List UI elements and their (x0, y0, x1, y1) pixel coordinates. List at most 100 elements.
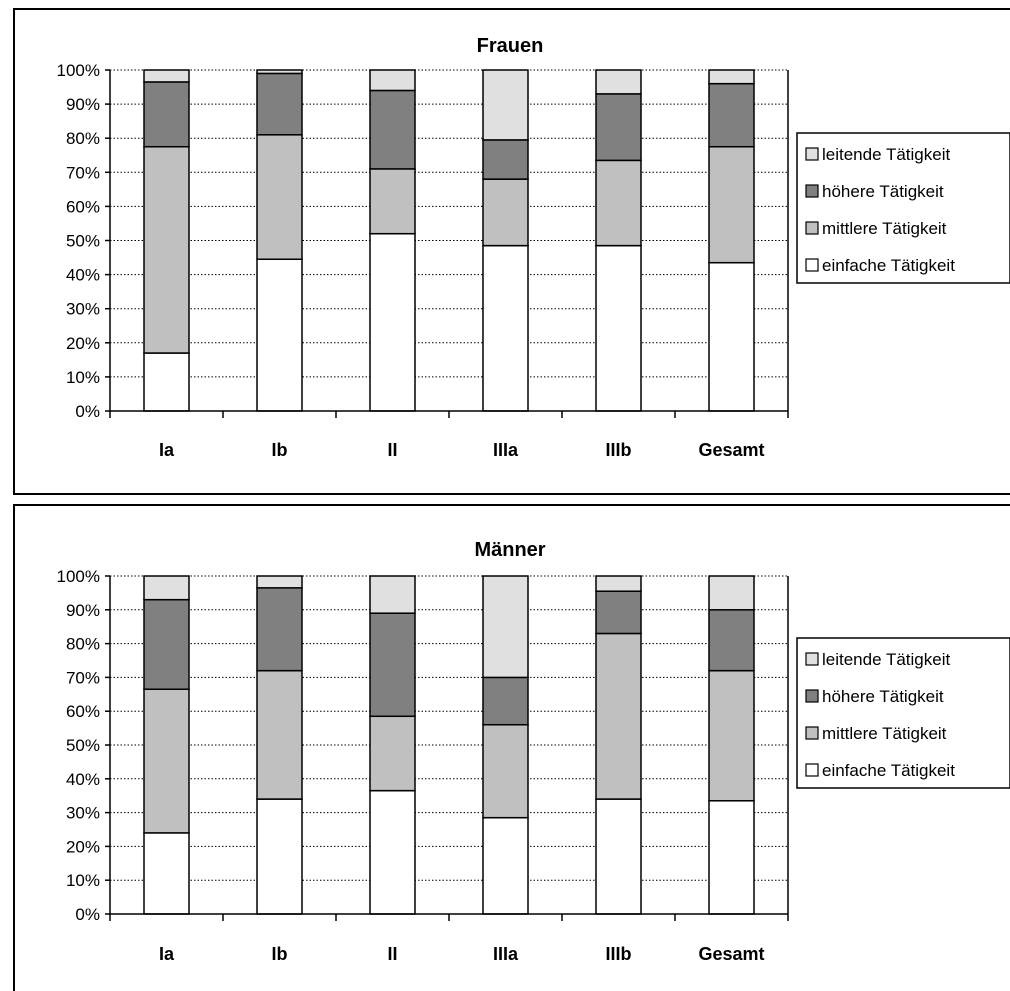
bar-segment (369, 789, 416, 915)
plot-area-frauen: 0%10%20%30%40%50%60%70%80%90%100%Ia Ib II I… (57, 61, 1010, 460)
legend-swatch (805, 763, 819, 777)
legend-label: mittlere Tätigkeit (822, 219, 947, 238)
x-category-label: IIIb (606, 440, 632, 460)
x-category-label: Ia (159, 944, 175, 964)
bar-segment (143, 145, 190, 354)
y-tick-label: 30% (66, 804, 100, 823)
bar-segment (595, 575, 642, 592)
bar-segment (708, 69, 755, 85)
plot-area-maenner: 0%10%20%30%40%50%60%70%80%90%100%Ia Ib II I… (57, 567, 1010, 964)
bar-segment (256, 587, 303, 672)
legend-swatch (805, 652, 819, 666)
bar-segment (708, 800, 755, 915)
bar-segment (708, 669, 755, 802)
bar-segment (595, 159, 642, 247)
bar-segment (256, 134, 303, 261)
x-category-label: Gesamt (698, 944, 764, 964)
y-tick-label: 80% (66, 635, 100, 654)
bar-segment (482, 139, 529, 180)
legend-box (796, 637, 1010, 789)
bar-segment (595, 93, 642, 162)
legend-swatch (805, 147, 819, 161)
x-category-label: Gesamt (698, 440, 764, 460)
y-tick-label: 20% (66, 334, 100, 353)
y-tick-label: 100% (57, 567, 100, 586)
legend-label: leitende Tätigkeit (822, 145, 950, 164)
y-tick-label: 90% (66, 95, 100, 114)
x-category-label: Ib (272, 944, 288, 964)
bar-segment (143, 352, 190, 412)
bar-segment (369, 232, 416, 412)
bar-segment (482, 69, 529, 141)
bar-segment (595, 69, 642, 95)
y-tick-label: 90% (66, 601, 100, 620)
legend-label: höhere Tätigkeit (822, 182, 944, 201)
y-tick-label: 60% (66, 702, 100, 721)
y-tick-label: 40% (66, 770, 100, 789)
chart-title-maenner: Männer (474, 539, 545, 561)
y-tick-label: 0% (75, 905, 100, 924)
legend-swatch (805, 726, 819, 740)
bar-segment (256, 669, 303, 800)
bar-segment (369, 575, 416, 614)
chart-title-frauen: Frauen (477, 35, 544, 57)
y-tick-label: 100% (57, 61, 100, 80)
legend-swatch (805, 689, 819, 703)
x-category-label: II (387, 440, 397, 460)
bar-segment (482, 575, 529, 679)
bar-segment (256, 258, 303, 412)
bar-segment (708, 575, 755, 611)
x-category-label: IIIa (493, 440, 519, 460)
bar-segment (595, 798, 642, 915)
bar-segment (482, 816, 529, 915)
legend-label: mittlere Tätigkeit (822, 724, 947, 743)
bar-segment (143, 688, 190, 834)
x-category-label: Ib (272, 440, 288, 460)
bar-segment (595, 244, 642, 412)
y-tick-label: 40% (66, 266, 100, 285)
bar-segment (708, 261, 755, 412)
bar-segment (369, 715, 416, 792)
bar-segment (256, 72, 303, 136)
x-category-label: IIIa (493, 944, 519, 964)
y-tick-label: 70% (66, 163, 100, 182)
bar-segment (369, 69, 416, 92)
bar-segment (143, 69, 190, 83)
bar-segment (708, 145, 755, 264)
legend-label: höhere Tätigkeit (822, 687, 944, 706)
x-category-label: IIIb (606, 944, 632, 964)
bar-segment (143, 832, 190, 915)
legend-label: einfache Tätigkeit (822, 256, 955, 275)
bar-segment (256, 798, 303, 915)
bar-segment (482, 244, 529, 412)
legend-swatch (805, 258, 819, 272)
bar-segment (482, 178, 529, 247)
legend-swatch (805, 221, 819, 235)
legend-label: leitende Tätigkeit (822, 650, 950, 669)
legend-swatch (805, 184, 819, 198)
y-tick-label: 10% (66, 871, 100, 890)
y-tick-label: 80% (66, 129, 100, 148)
bar-segment (369, 89, 416, 170)
x-category-label: II (387, 944, 397, 964)
bar-segment (595, 632, 642, 800)
bar-segment (369, 168, 416, 235)
bar-segment (143, 575, 190, 601)
bar-segment (708, 82, 755, 148)
y-tick-label: 70% (66, 668, 100, 687)
bar-segment (482, 676, 529, 726)
y-tick-label: 20% (66, 837, 100, 856)
bar-segment (482, 723, 529, 819)
y-tick-label: 50% (66, 232, 100, 251)
y-tick-label: 60% (66, 197, 100, 216)
bar-segment (369, 612, 416, 718)
bar-segment (256, 575, 303, 589)
y-tick-label: 30% (66, 300, 100, 319)
bar-segment (708, 609, 755, 672)
legend-box (796, 132, 1010, 284)
bar-segment (143, 598, 190, 690)
bar-segment (143, 81, 190, 148)
bar-segment (256, 69, 303, 75)
x-category-label: Ia (159, 440, 175, 460)
y-tick-label: 50% (66, 736, 100, 755)
